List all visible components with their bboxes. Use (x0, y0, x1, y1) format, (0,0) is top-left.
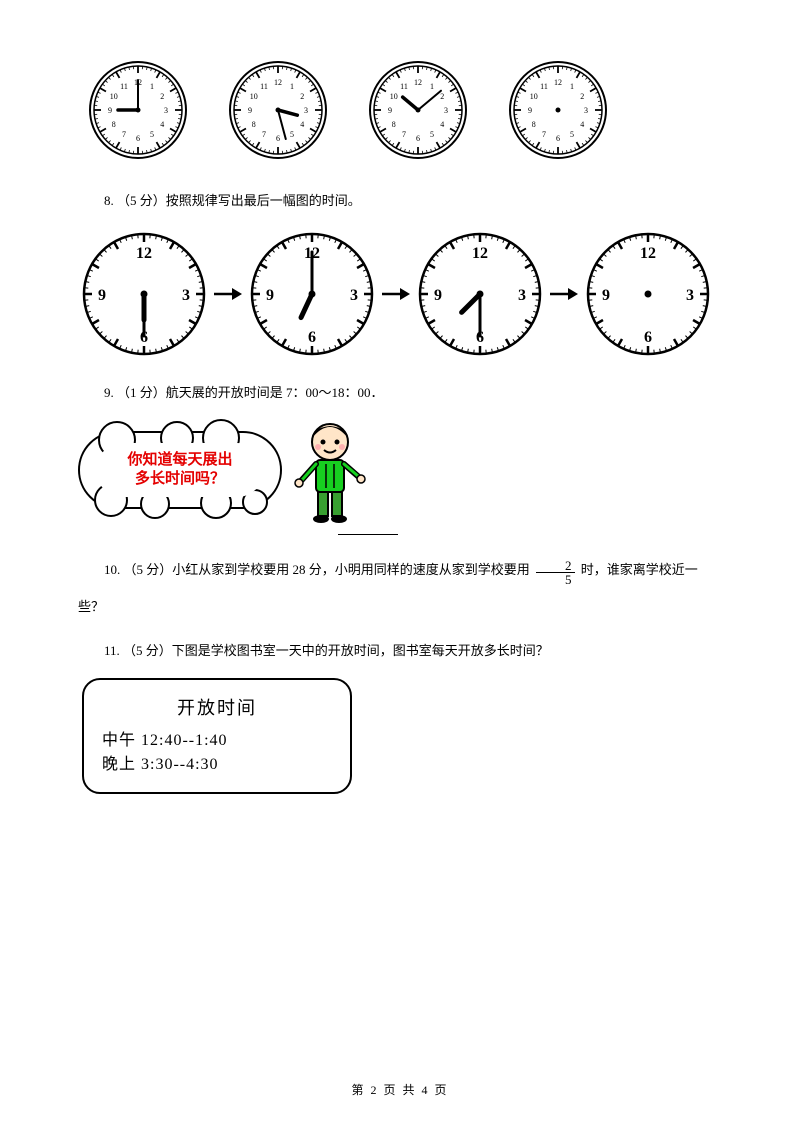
speech-cloud: 你知道每天展出 多长时间吗？ (78, 431, 282, 509)
svg-text:7: 7 (402, 130, 406, 139)
svg-text:3: 3 (350, 287, 358, 304)
svg-text:2: 2 (580, 92, 584, 101)
clock-icon: 121234567891011 (228, 60, 328, 160)
clock-row-1: 121234567891011 121234567891011 12123456… (88, 60, 722, 160)
svg-text:9: 9 (266, 287, 274, 304)
clock-icon: 12369 (414, 228, 546, 360)
svg-text:4: 4 (160, 120, 164, 129)
clock-icon: 12 3 6 9 (582, 228, 714, 360)
svg-text:3: 3 (444, 106, 448, 115)
svg-text:6: 6 (276, 134, 280, 143)
svg-text:11: 11 (120, 82, 128, 91)
svg-text:1: 1 (290, 82, 294, 91)
svg-text:4: 4 (440, 120, 444, 129)
sign-line2: 晚上 3:30--4:30 (102, 750, 332, 774)
svg-text:1: 1 (150, 82, 154, 91)
svg-text:5: 5 (430, 130, 434, 139)
svg-text:4: 4 (300, 120, 304, 129)
svg-text:8: 8 (252, 120, 256, 129)
q8-text: 8. （5 分）按照规律写出最后一幅图的时间。 (78, 188, 722, 214)
svg-text:10: 10 (390, 92, 398, 101)
q10-line2: 些？ (78, 594, 722, 620)
svg-text:12: 12 (472, 245, 488, 262)
q11-text: 11. （5 分）下图是学校图书室一天中的开放时间，图书室每天开放多长时间？ (78, 638, 722, 664)
svg-text:8: 8 (392, 120, 396, 129)
svg-text:11: 11 (400, 82, 408, 91)
svg-text:5: 5 (290, 130, 294, 139)
frac-num: 2 (536, 559, 575, 573)
q10-pre: 10. （5 分）小红从家到学校要用 28 分，小明用同样的速度从家到学校要用 (104, 562, 533, 577)
svg-text:3: 3 (304, 106, 308, 115)
svg-text:5: 5 (570, 130, 574, 139)
q9-text: 9. （1 分）航天展的开放时间是 7：00～18：00． (78, 380, 722, 406)
q10-text: 10. （5 分）小红从家到学校要用 28 分，小明用同样的速度从家到学校要用 … (78, 557, 722, 586)
opening-hours-sign: 开放时间 中午 12:40--1:40 晚上 3:30--4:30 (82, 678, 352, 794)
svg-text:3: 3 (686, 287, 694, 304)
svg-text:12: 12 (274, 78, 282, 87)
clock-icon: 12369 (246, 228, 378, 360)
svg-text:7: 7 (122, 130, 126, 139)
svg-text:6: 6 (644, 329, 652, 346)
svg-text:12: 12 (414, 78, 422, 87)
arrow-icon (550, 284, 578, 304)
svg-text:3: 3 (518, 287, 526, 304)
svg-text:6: 6 (556, 134, 560, 143)
svg-text:11: 11 (540, 82, 548, 91)
svg-text:9: 9 (248, 106, 252, 115)
svg-text:2: 2 (300, 92, 304, 101)
sign-line1: 中午 12:40--1:40 (102, 726, 332, 750)
svg-text:2: 2 (160, 92, 164, 101)
svg-text:3: 3 (182, 287, 190, 304)
svg-text:12: 12 (640, 245, 656, 262)
svg-text:10: 10 (110, 92, 118, 101)
cloud-line1: 你知道每天展出 (127, 451, 232, 471)
svg-text:4: 4 (580, 120, 584, 129)
svg-text:6: 6 (416, 134, 420, 143)
svg-text:5: 5 (150, 130, 154, 139)
svg-text:12: 12 (554, 78, 562, 87)
svg-text:12: 12 (136, 245, 152, 262)
svg-text:9: 9 (434, 287, 442, 304)
svg-text:9: 9 (602, 287, 610, 304)
svg-text:9: 9 (98, 287, 106, 304)
svg-text:3: 3 (164, 106, 168, 115)
boy-cartoon (286, 420, 366, 520)
svg-text:7: 7 (542, 130, 546, 139)
clock-row-2: 12369 12369 12369 12369 (78, 228, 722, 360)
page: 121234567891011 121234567891011 12123456… (0, 0, 800, 1132)
page-footer: 第 2 页 共 4 页 (0, 1081, 800, 1098)
svg-text:1: 1 (570, 82, 574, 91)
svg-text:6: 6 (136, 134, 140, 143)
clock-icon: 121234567891011 (368, 60, 468, 160)
svg-text:11: 11 (260, 82, 268, 91)
svg-text:2: 2 (440, 92, 444, 101)
sign-title: 开放时间 (102, 694, 332, 720)
svg-text:7: 7 (262, 130, 266, 139)
cloud-line2: 多长时间吗？ (135, 470, 225, 490)
fraction: 2 5 (536, 559, 575, 586)
clock-icon: 12369 (78, 228, 210, 360)
svg-text:3: 3 (584, 106, 588, 115)
arrow-icon (382, 284, 410, 304)
clock-icon: 121234567891011 (508, 60, 608, 160)
clock-icon: 121234567891011 (88, 60, 188, 160)
svg-text:10: 10 (530, 92, 538, 101)
arrow-icon (214, 284, 242, 304)
svg-text:8: 8 (532, 120, 536, 129)
svg-text:10: 10 (250, 92, 258, 101)
q10-post: 时，谁家离学校近一 (581, 562, 698, 577)
svg-text:8: 8 (112, 120, 116, 129)
svg-text:9: 9 (108, 106, 112, 115)
frac-den: 5 (536, 573, 575, 586)
svg-text:9: 9 (388, 106, 392, 115)
svg-text:6: 6 (308, 329, 316, 346)
svg-text:1: 1 (430, 82, 434, 91)
svg-text:9: 9 (528, 106, 532, 115)
cartoon-row: 你知道每天展出 多长时间吗？ (78, 420, 722, 520)
answer-blank (338, 534, 398, 535)
